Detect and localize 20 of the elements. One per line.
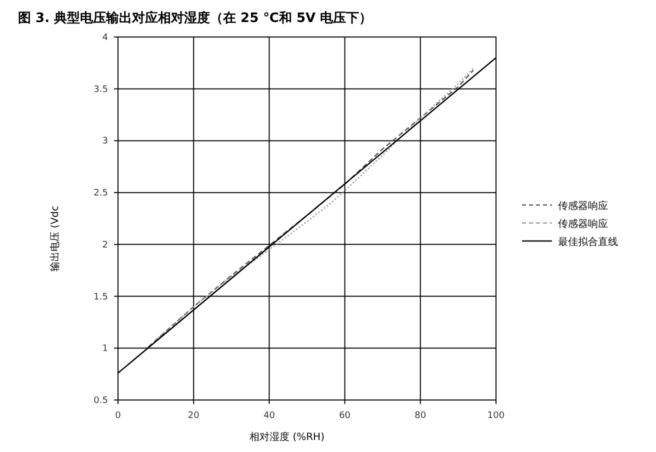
x-tick-label: 60 — [339, 411, 351, 421]
y-tick-label: 2.5 — [94, 188, 108, 199]
y-tick-label: 3 — [102, 136, 108, 147]
y-axis-title: 输出电压 (Vdc — [49, 206, 61, 272]
x-tick-label: 100 — [487, 411, 505, 421]
x-tick-label: 0 — [115, 411, 122, 421]
x-tick-label: 20 — [188, 411, 200, 421]
x-tick-label: 80 — [414, 411, 426, 421]
x-tick-label: 40 — [263, 411, 276, 421]
legend-label: 传感器响应 — [558, 200, 608, 212]
chart-title: 图 3. 典型电压输出对应相对湿度（在 25 ℃和 5V 电压下） — [18, 10, 372, 26]
legend-label: 传感器响应 — [558, 218, 608, 230]
y-tick-label: 4 — [102, 33, 108, 43]
y-tick-label: 0.5 — [94, 396, 108, 406]
legend-label: 最佳拟合直线 — [558, 236, 618, 248]
x-axis-title: 相对湿度 (%RH) — [250, 431, 325, 443]
y-tick-label: 1 — [102, 344, 108, 354]
y-tick-label: 2 — [102, 240, 108, 250]
y-tick-label: 3.5 — [94, 84, 108, 95]
y-tick-label: 1.5 — [94, 292, 108, 302]
